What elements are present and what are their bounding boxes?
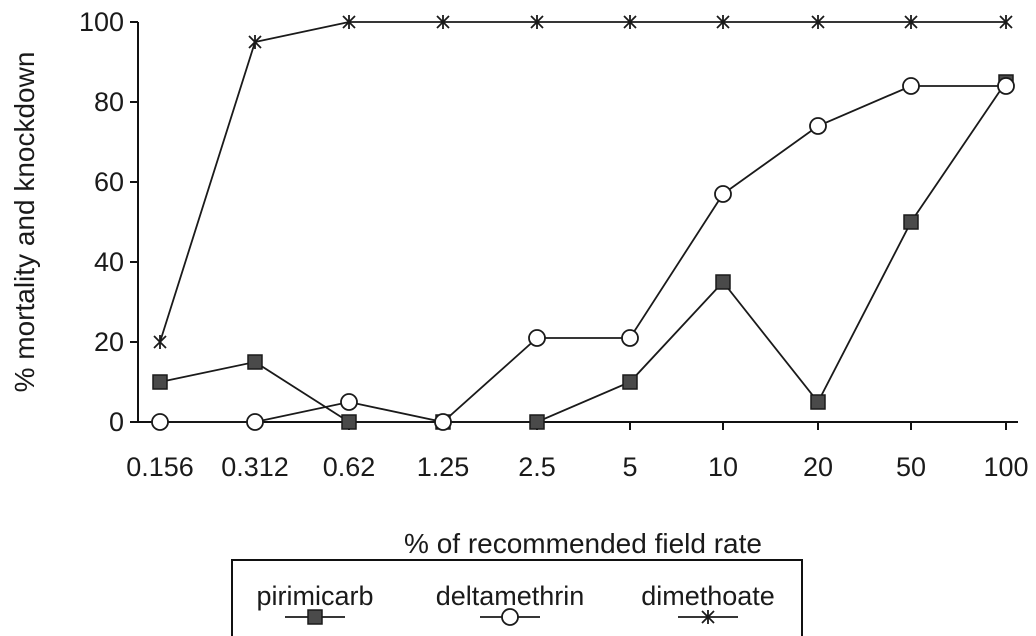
x-tick-label: 0.312 [221,452,289,482]
x-tick-label: 50 [896,452,926,482]
data-point-deltamethrin [340,393,358,411]
data-point-dimethoate [436,15,450,29]
axes: 0 20 40 60 80 100 0.156 0.312 0.62 1.25 2.5 5 10 20 50… [79,7,1029,482]
legend-marker-dimethoate [701,610,715,624]
x-tick-label: 100 [983,452,1028,482]
data-point-dimethoate [153,335,167,349]
y-tick-label: 20 [94,327,124,357]
data-point-pirimicarb [622,374,638,390]
x-axis-label: % of recommended field rate [404,528,762,559]
legend-box [231,559,803,636]
data-point-dimethoate [904,15,918,29]
series-dimethoate [153,15,1013,349]
y-tick-label: 100 [79,7,124,37]
series-line-pirimicarb [159,81,1007,423]
data-point-dimethoate [999,15,1013,29]
x-tick-label: 0.156 [126,452,194,482]
data-point-dimethoate [716,15,730,29]
y-tick-label: 60 [94,167,124,197]
data-point-dimethoate [248,35,262,49]
data-point-pirimicarb [529,414,545,430]
x-tick-label: 2.5 [518,452,556,482]
y-axis-label: % mortality and knockdown [9,52,40,393]
data-point-dimethoate [811,15,825,29]
x-tick-label: 5 [622,452,637,482]
x-tick-label: 1.25 [417,452,470,482]
legend-marker-deltamethrin [501,608,519,626]
data-point-deltamethrin [714,185,732,203]
data-point-dimethoate [530,15,544,29]
x-tick-label: 10 [708,452,738,482]
data-point-pirimicarb [810,394,826,410]
data-point-pirimicarb [247,354,263,370]
data-point-pirimicarb [715,274,731,290]
legend-label-pirimicarb: pirimicarb [256,581,373,611]
legend-label-dimethoate: dimethoate [641,581,775,611]
series-line-dimethoate [159,21,1006,343]
series-pirimicarb [152,74,1014,430]
data-point-pirimicarb [903,214,919,230]
y-tick-label: 40 [94,247,124,277]
data-point-deltamethrin [621,329,639,347]
y-tick-label: 0 [109,407,124,437]
data-point-pirimicarb [152,374,168,390]
data-point-deltamethrin [528,329,546,347]
data-point-pirimicarb [341,414,357,430]
data-point-dimethoate [342,15,356,29]
legend-marker-pirimicarb [307,609,323,625]
legend-label-deltamethrin: deltamethrin [436,581,585,611]
data-point-deltamethrin [902,77,920,95]
data-point-deltamethrin [246,413,264,431]
series-layer [151,15,1015,431]
series-deltamethrin [151,77,1015,431]
data-point-dimethoate [623,15,637,29]
y-tick-label: 80 [94,87,124,117]
data-point-deltamethrin [809,117,827,135]
data-point-deltamethrin [997,77,1015,95]
data-point-deltamethrin [434,413,452,431]
data-point-deltamethrin [151,413,169,431]
x-tick-label: 0.62 [323,452,376,482]
series-line-deltamethrin [160,85,1006,423]
x-tick-label: 20 [803,452,833,482]
legend: pirimicarb deltamethrin dimethoate [231,559,803,636]
